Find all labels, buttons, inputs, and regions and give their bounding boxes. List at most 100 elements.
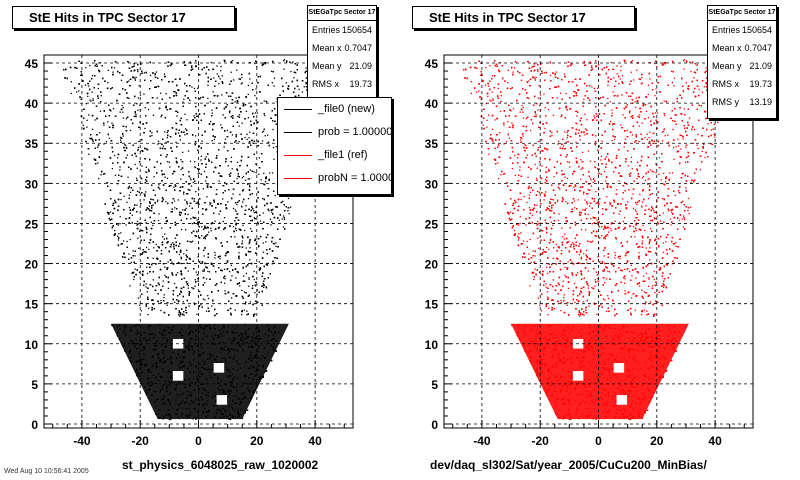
hit-point — [145, 191, 147, 193]
hit-point — [195, 135, 197, 137]
hit-point — [117, 157, 119, 159]
hit-point — [286, 60, 288, 62]
hit-point — [241, 313, 243, 316]
hit-point — [143, 199, 145, 201]
hit-point — [170, 185, 172, 187]
hit-point — [137, 70, 139, 73]
hit-point — [230, 264, 232, 266]
hit-point — [80, 98, 82, 100]
hit-point — [253, 123, 255, 125]
hit-point — [201, 235, 203, 237]
hit-point — [163, 296, 165, 299]
hit-point — [226, 252, 228, 254]
hit-point — [244, 136, 246, 139]
hit-point — [235, 229, 238, 232]
hit-point — [210, 61, 212, 64]
hit-point — [126, 240, 128, 243]
hit-point — [264, 180, 267, 183]
hit-point — [103, 124, 105, 126]
hit-point — [209, 202, 211, 204]
hit-point — [187, 213, 189, 216]
hit-point — [206, 185, 209, 187]
hit-point — [207, 97, 209, 100]
hit-point — [253, 211, 255, 214]
hit-point — [173, 90, 175, 93]
hit-point — [239, 285, 241, 287]
hit-point — [202, 270, 204, 272]
hit-point — [255, 88, 257, 90]
hit-point — [145, 222, 147, 224]
hit-point — [248, 243, 250, 245]
hit-point — [246, 133, 248, 135]
hit-point — [87, 95, 89, 97]
hit-point — [282, 226, 285, 228]
hit-point — [145, 171, 147, 173]
hit-point — [275, 146, 277, 148]
hit-point — [173, 200, 176, 202]
hit-point — [125, 144, 127, 147]
hit-point — [139, 94, 142, 96]
hit-point — [246, 310, 248, 312]
hit-point — [186, 119, 188, 121]
hit-point — [194, 161, 196, 163]
hit-point — [219, 258, 221, 260]
hit-point — [132, 250, 134, 252]
hit-point — [182, 101, 184, 103]
hit-point — [87, 85, 90, 87]
hit-point — [143, 93, 145, 95]
hit-point — [197, 278, 199, 280]
hit-point — [271, 172, 274, 174]
hit-point — [160, 116, 162, 118]
hit-point — [141, 253, 143, 255]
hit-point — [145, 166, 147, 168]
hit-point — [105, 140, 108, 143]
hit-point — [171, 261, 173, 263]
hit-point — [167, 261, 169, 263]
hit-point — [241, 82, 243, 84]
hit-point — [235, 97, 237, 99]
hit-point — [163, 238, 165, 240]
hit-point — [249, 169, 251, 171]
hit-point — [194, 166, 196, 168]
hit-point — [114, 154, 116, 157]
hit-point — [275, 242, 277, 244]
hit-point — [248, 277, 250, 279]
hit-point — [92, 98, 94, 100]
hit-point — [99, 110, 102, 112]
hit-point — [219, 222, 221, 224]
hit-point — [184, 199, 186, 201]
hit-point — [256, 112, 258, 114]
hit-point — [116, 183, 119, 185]
hit-point — [257, 121, 259, 123]
hit-point — [253, 210, 255, 212]
hit-point — [211, 140, 213, 142]
hit-point — [262, 183, 265, 185]
hit-point — [305, 77, 307, 79]
hit-point — [253, 278, 255, 281]
hit-point — [244, 229, 246, 232]
hit-point — [202, 188, 204, 190]
hit-point — [268, 210, 270, 212]
hit-point — [234, 101, 236, 103]
hit-point — [232, 226, 235, 228]
hit-point — [195, 418, 197, 420]
hit-point — [248, 285, 250, 287]
hit-point — [234, 236, 236, 238]
hit-point — [232, 207, 235, 210]
hit-point — [193, 115, 195, 117]
hit-point — [141, 165, 143, 167]
hit-point — [190, 185, 193, 187]
hit-point — [183, 193, 185, 195]
hit-point — [258, 269, 261, 271]
hit-point — [249, 131, 251, 133]
hit-point — [241, 289, 243, 291]
hit-point — [269, 218, 272, 220]
hit-point — [293, 77, 295, 79]
hit-point — [187, 150, 190, 152]
hit-point — [229, 270, 231, 273]
hit-point — [119, 166, 121, 168]
hit-point — [204, 299, 206, 301]
hit-point — [122, 111, 124, 113]
hit-point — [241, 240, 244, 242]
hit-point — [156, 200, 159, 203]
